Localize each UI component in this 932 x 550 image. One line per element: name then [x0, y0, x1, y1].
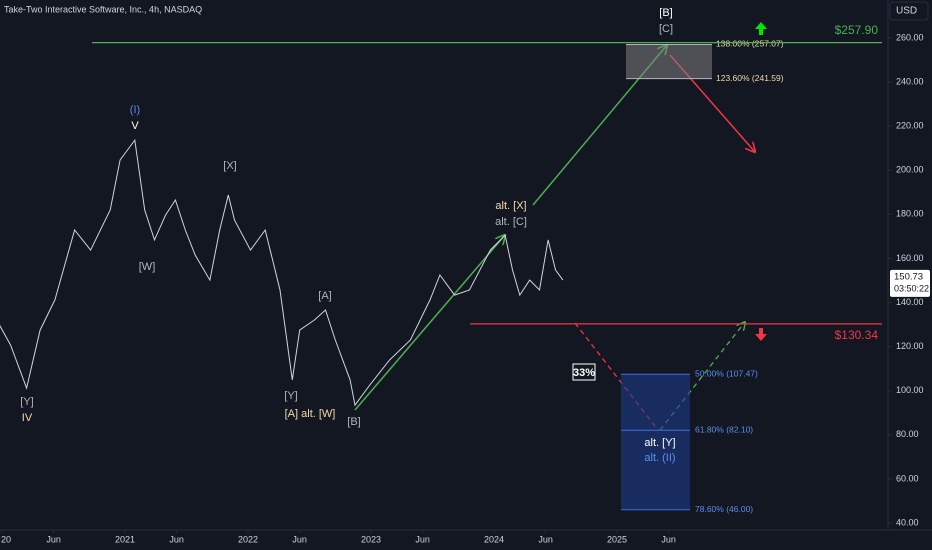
x-tick-label: Jun: [538, 534, 553, 544]
wave-label: [Y]: [20, 396, 33, 408]
y-tick-label: 140.00: [896, 297, 924, 307]
y-tick-label: 180.00: [896, 209, 924, 219]
y-tick-label: 60.00: [896, 473, 919, 483]
fib-zone-lower: [621, 374, 690, 510]
y-tick-label: 160.00: [896, 253, 924, 263]
fib-zone-upper: [626, 44, 712, 79]
x-tick-label: Jun: [415, 534, 430, 544]
wave-label: [A] alt. [W]: [285, 408, 336, 420]
wave-label: IV: [22, 412, 33, 424]
wave-label: alt. (II): [644, 452, 675, 464]
x-tick-label: Jun: [46, 534, 61, 544]
x-tick-label: Jun: [292, 534, 307, 544]
wave-label: alt. [Y]: [644, 437, 675, 449]
x-tick-label: 2023: [361, 534, 381, 544]
down-icon: [755, 328, 767, 341]
fib-label: 123.60% (241.59): [716, 73, 784, 83]
wave-label: [Y]: [284, 390, 297, 402]
price-line: [0, 138, 564, 407]
x-tick-label: 2022: [238, 534, 258, 544]
x-tick-label: 20: [1, 534, 11, 544]
x-tick-label: 2024: [484, 534, 504, 544]
wave-label: (I): [130, 104, 140, 116]
wave-label: alt. [C]: [495, 216, 527, 228]
chart-title: Take-Two Interactive Software, Inc., 4h,…: [4, 4, 202, 14]
level-label: $257.90: [835, 23, 879, 37]
y-tick-label: 220.00: [896, 121, 924, 131]
y-tick-label: 240.00: [896, 76, 924, 86]
currency-box[interactable]: [889, 1, 929, 21]
fib-label: 50.00% (107.47): [695, 369, 758, 379]
up-icon: [755, 22, 767, 35]
last-price: 150.73: [894, 271, 923, 282]
last-price-tag: [890, 269, 930, 297]
y-tick-label: 260.00: [896, 32, 924, 42]
x-tick-label: Jun: [169, 534, 184, 544]
wave-label: [A]: [318, 290, 331, 302]
x-tick-label: Jun: [661, 534, 676, 544]
trend-arrow: [354, 235, 505, 411]
fib-label: 61.80% (82.10): [695, 424, 753, 434]
fib-label: 138.00% (257.07): [716, 39, 784, 49]
y-tick-label: 100.00: [896, 385, 924, 395]
wave-label: V: [131, 120, 139, 132]
probability: 33%: [573, 367, 595, 379]
y-tick-label: 40.00: [896, 517, 919, 527]
level-label: $130.34: [835, 328, 879, 342]
currency: USD: [896, 6, 917, 17]
y-tick-label: 80.00: [896, 429, 919, 439]
x-tick-label: 2025: [607, 534, 627, 544]
wave-label: [B]: [347, 416, 360, 428]
wave-label: [C]: [659, 23, 673, 35]
fib-label: 78.60% (46.00): [695, 504, 753, 514]
wave-label: [W]: [139, 261, 156, 273]
probability-box: [572, 363, 596, 381]
wave-label: alt. [X]: [495, 200, 526, 212]
wave-label: [B]: [659, 7, 672, 19]
x-tick-label: 2021: [115, 534, 135, 544]
y-tick-label: 200.00: [896, 165, 924, 175]
countdown: 03:50:22: [894, 283, 929, 293]
y-tick-label: 120.00: [896, 341, 924, 351]
wave-label: [X]: [223, 160, 236, 172]
